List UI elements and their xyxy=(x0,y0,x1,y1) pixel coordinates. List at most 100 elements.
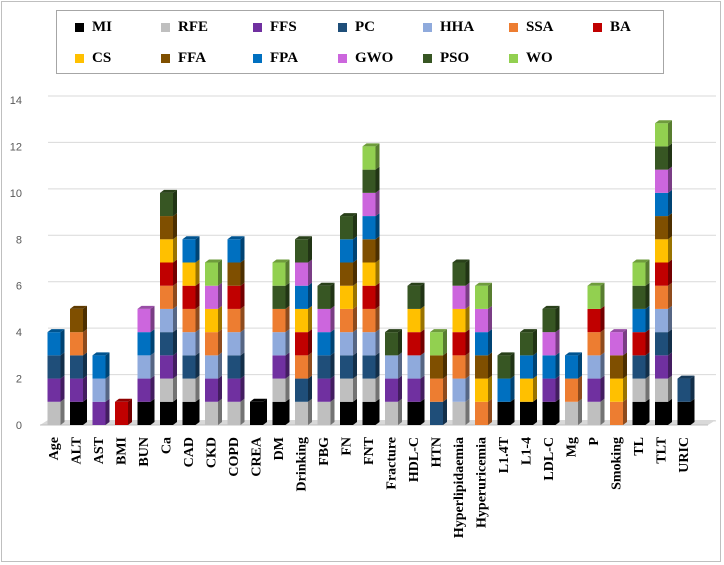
bar-segment xyxy=(475,355,488,379)
bar-segment-side xyxy=(330,352,335,379)
bar-segment-side xyxy=(465,352,470,379)
bar-segment xyxy=(407,378,421,402)
legend-swatch xyxy=(338,53,347,63)
bar-segment-side xyxy=(420,329,425,356)
bar-segment xyxy=(70,332,83,356)
bar-segment-side xyxy=(285,259,290,286)
bar-segment-side xyxy=(600,329,605,356)
bar-segment xyxy=(475,285,488,309)
bar-segment-side xyxy=(690,398,695,425)
bar-segment-side xyxy=(173,189,177,217)
bar-segment xyxy=(407,285,421,309)
bar-segment-side xyxy=(488,329,492,356)
bar-segment-side xyxy=(668,166,672,193)
bar-segment xyxy=(497,355,511,379)
bar-segment xyxy=(295,239,308,263)
bar-segment-side xyxy=(533,352,537,379)
bar-segment-side xyxy=(645,398,650,425)
bar-segment-side xyxy=(173,375,177,402)
bar-top-cap xyxy=(677,375,695,379)
bar-segment-side xyxy=(353,236,357,263)
y-tick-label: 0 xyxy=(16,420,22,432)
x-category-label: CAD xyxy=(182,437,197,467)
bar-segment xyxy=(362,262,376,286)
bar-segment-side xyxy=(240,329,245,356)
bar-segment-side xyxy=(600,352,605,379)
y-tick-label: 2 xyxy=(16,374,22,386)
bar-segment-side xyxy=(173,213,177,240)
bar-segment-side xyxy=(285,375,290,402)
bar-segment-side xyxy=(623,329,627,356)
bar-top-cap xyxy=(430,329,447,333)
bar-top-cap xyxy=(632,259,650,263)
bar-segment xyxy=(655,146,668,170)
x-category-label: COPD xyxy=(227,437,242,477)
bar-segment-side xyxy=(83,375,87,402)
bar-segment-side xyxy=(668,189,672,217)
bar-segment xyxy=(430,355,443,379)
bar-segment xyxy=(272,285,286,309)
bar-top-cap xyxy=(205,259,222,263)
bar-segment xyxy=(452,378,466,402)
bar-segment-side xyxy=(150,305,155,333)
bar-segment xyxy=(137,308,151,333)
bar-segment-side xyxy=(555,398,560,425)
bar-segment xyxy=(272,401,286,425)
bar-segment xyxy=(227,401,241,425)
legend-item-ffa: FFA xyxy=(161,48,206,68)
bar-segment xyxy=(362,192,376,217)
bar-segment-side xyxy=(308,352,312,379)
bar-segment xyxy=(137,378,151,402)
bar-segment xyxy=(227,308,241,333)
bar-segment xyxy=(340,355,353,379)
y-tick-label: 4 xyxy=(16,327,22,339)
legend-item-pso: PSO xyxy=(423,48,469,68)
bar-segment-side xyxy=(645,282,650,309)
bar-segment xyxy=(227,285,241,309)
bar-segment xyxy=(632,401,646,425)
bar-segment-side xyxy=(443,375,447,402)
bar-segment-side xyxy=(150,375,155,402)
bar-segment xyxy=(160,192,173,217)
legend-swatch xyxy=(253,22,262,32)
bar-segment-side xyxy=(600,305,605,333)
bar-segment-side xyxy=(668,120,672,147)
bar-segment-side xyxy=(623,375,627,402)
bar-segment xyxy=(160,216,173,240)
bar-segment-side xyxy=(668,398,672,425)
bar-segment-side xyxy=(668,305,672,333)
bar-segment xyxy=(47,355,61,379)
bar-segment-side xyxy=(308,329,312,356)
bar-segment-side xyxy=(375,143,380,170)
bar-segment xyxy=(160,239,173,263)
bar-segment-side xyxy=(105,352,110,379)
bar-segment-side xyxy=(353,305,357,333)
bar-segment-side xyxy=(128,398,132,425)
bar-segment-side xyxy=(240,236,245,263)
bar-segment xyxy=(182,378,196,402)
bar-segment xyxy=(362,169,376,193)
bar-segment xyxy=(385,332,398,356)
bar-segment-side xyxy=(353,352,357,379)
bar-segment-side xyxy=(375,375,380,402)
legend-swatch xyxy=(423,22,432,32)
bar-segment xyxy=(272,332,286,356)
bar-segment xyxy=(452,285,466,309)
bar-segment xyxy=(655,239,668,263)
bar-segment xyxy=(92,378,106,402)
bar-segment xyxy=(70,378,83,402)
bar-segment-side xyxy=(353,259,357,286)
bar-segment-side xyxy=(668,143,672,170)
bar-top-cap xyxy=(317,282,335,286)
legend-item-ffs: FFS xyxy=(253,17,297,37)
bar-segment xyxy=(205,401,218,425)
x-category-label: DM xyxy=(272,437,287,460)
legend-swatch xyxy=(161,53,170,63)
bar-segment xyxy=(317,332,331,356)
bar-segment-side xyxy=(285,305,290,333)
bar-segment xyxy=(542,378,556,402)
bar-top-cap xyxy=(272,259,290,263)
bar-segment xyxy=(362,239,376,263)
bar-segment-side xyxy=(60,329,65,356)
x-category-label: BMI xyxy=(115,437,130,465)
